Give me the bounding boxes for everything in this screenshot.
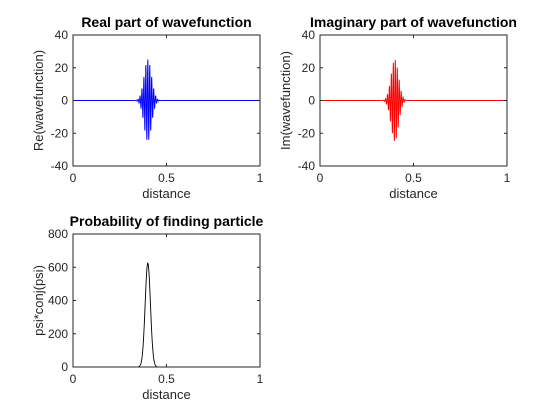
series-line-imaginary — [320, 59, 507, 142]
x-axis-label: distance — [389, 186, 437, 201]
y-tick-label: 0 — [61, 94, 68, 108]
x-tick-label: 0.5 — [158, 372, 175, 386]
y-tick-label: 0 — [308, 94, 315, 108]
y-axis-label: Re(wavefunction) — [31, 50, 46, 151]
x-tick-label: 0.5 — [158, 171, 175, 185]
x-tick-label: 1 — [504, 171, 511, 185]
x-tick-label: 0 — [70, 372, 77, 386]
chart-title: Probability of finding particle — [70, 213, 264, 229]
chart-title: Imaginary part of wavefunction — [310, 14, 517, 30]
y-axis-label: Im(wavefunction) — [278, 51, 293, 150]
x-tick-label: 0.5 — [405, 171, 422, 185]
x-axis-label: distance — [142, 387, 190, 402]
y-tick-label: -20 — [51, 126, 69, 140]
y-tick-label: 40 — [55, 28, 69, 42]
y-tick-label: 600 — [48, 260, 68, 274]
x-axis-label: distance — [142, 186, 190, 201]
axes-background — [73, 234, 260, 367]
y-tick-label: 20 — [55, 61, 69, 75]
y-axis-label: psi*conj(psi) — [31, 265, 46, 336]
y-tick-label: 0 — [61, 360, 68, 374]
y-tick-label: 40 — [302, 28, 316, 42]
y-tick-label: -40 — [51, 159, 69, 173]
y-tick-label: 400 — [48, 294, 68, 308]
y-tick-label: -40 — [298, 159, 316, 173]
y-tick-label: -20 — [298, 126, 316, 140]
y-tick-label: 800 — [48, 227, 68, 241]
x-tick-label: 1 — [257, 372, 264, 386]
y-tick-label: 20 — [302, 61, 316, 75]
x-tick-label: 0 — [70, 171, 77, 185]
real-part-panel: 0 0.5 1 -40 -20 0 20 40 Real part of wavefunctio… — [31, 14, 264, 201]
y-tick-label: 200 — [48, 327, 68, 341]
chart-title: Real part of wavefunction — [81, 14, 251, 30]
series-line-real — [73, 59, 260, 140]
x-tick-label: 1 — [257, 171, 264, 185]
x-tick-label: 0 — [317, 171, 324, 185]
